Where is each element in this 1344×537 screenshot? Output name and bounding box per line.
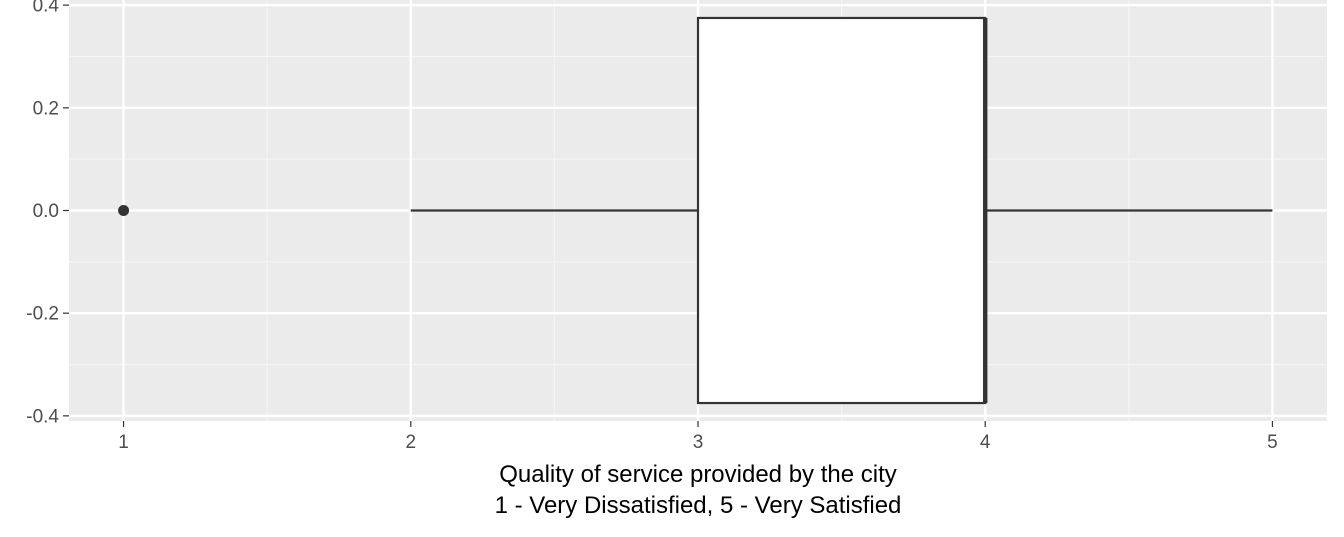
box (696, 16, 987, 405)
y-tick-label: -0.2 (26, 304, 59, 325)
x-axis: 1 2 3 4 5 (118, 421, 1278, 453)
y-tick-label: 0.2 (33, 98, 59, 119)
y-tick-label: 0.4 (33, 0, 60, 17)
x-tick-label: 5 (1267, 432, 1278, 453)
x-tick-label: 1 (118, 432, 129, 453)
outlier-point (118, 205, 130, 216)
y-axis: -0.4 -0.2 0.0 0.2 0.4 (26, 0, 69, 427)
x-tick-label: 4 (980, 432, 991, 453)
x-axis-title-line-1: Quality of service provided by the city (499, 461, 897, 488)
y-tick-label: 0.0 (33, 201, 59, 222)
boxplot (118, 16, 1273, 405)
x-tick-label: 2 (405, 432, 416, 453)
y-tick-label: -0.4 (26, 406, 59, 427)
x-axis-title-line-2: 1 - Very Dissatisfied, 5 - Very Satisfie… (495, 492, 902, 519)
x-tick-label: 3 (693, 432, 704, 453)
